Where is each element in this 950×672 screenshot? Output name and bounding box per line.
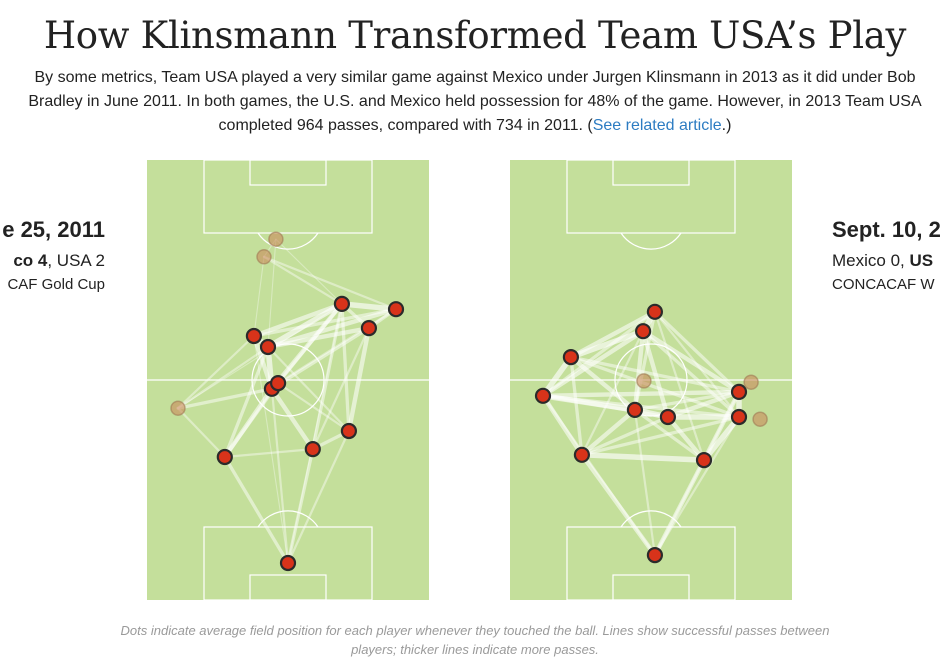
player-dot [306, 442, 320, 456]
player-dot [648, 548, 662, 562]
match-score-2011: co 4, USA 2 [2, 250, 105, 272]
player-dot [753, 412, 767, 426]
match-date-2011: e 25, 2011 [2, 216, 105, 244]
player-dot [564, 350, 578, 364]
player-dot [732, 385, 746, 399]
player-dot [257, 250, 271, 264]
player-dot [281, 556, 295, 570]
player-dot [744, 375, 758, 389]
related-article-link[interactable]: See related article [593, 117, 722, 134]
player-dot [732, 410, 746, 424]
player-dot [575, 448, 589, 462]
player-dot [536, 389, 550, 403]
player-dot [362, 321, 376, 335]
pitch-svg [510, 160, 792, 600]
player-dot [636, 324, 650, 338]
player-dot [342, 424, 356, 438]
player-dot [271, 376, 285, 390]
intro-paragraph: By some metrics, Team USA played a very … [20, 66, 930, 138]
player-dot [637, 374, 651, 388]
caption: Dots indicate average field position for… [100, 621, 850, 659]
player-dot [697, 453, 711, 467]
match-competition-2011: CAF Gold Cup [2, 275, 105, 295]
match-score-2013: Mexico 0, US [832, 250, 941, 272]
player-dot [628, 403, 642, 417]
match-competition-2013: CONCACAF W [832, 275, 941, 295]
player-dot [648, 305, 662, 319]
intro-after-link: .) [722, 117, 732, 134]
player-dot [261, 340, 275, 354]
player-dot [335, 297, 349, 311]
score-usa-2013: US [909, 251, 933, 270]
score-mexico-2013: Mexico 0, [832, 251, 909, 270]
intro-text: By some metrics, Team USA played a very … [28, 69, 921, 134]
pitch-svg [147, 160, 429, 600]
player-dot [389, 302, 403, 316]
match-date-2013: Sept. 10, 2 [832, 216, 941, 244]
score-mexico-2011: co 4 [13, 251, 47, 270]
player-dot [218, 450, 232, 464]
pass-network-2013 [510, 160, 792, 600]
player-dot [269, 232, 283, 246]
page-title: How Klinsmann Transformed Team USA’s Pla… [0, 14, 950, 57]
pass-network-2011 [147, 160, 429, 600]
player-dot [661, 410, 675, 424]
match-info-2011: e 25, 2011 co 4, USA 2 CAF Gold Cup [2, 216, 105, 295]
score-usa-2011: , USA 2 [47, 251, 105, 270]
match-info-2013: Sept. 10, 2 Mexico 0, US CONCACAF W [832, 216, 941, 295]
player-dot [247, 329, 261, 343]
player-dot [171, 401, 185, 415]
